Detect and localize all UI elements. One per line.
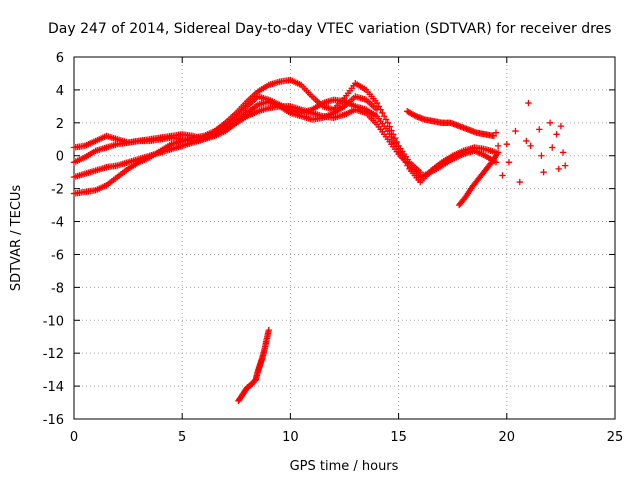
y-tick-label: -12 [43, 347, 64, 362]
data-point [505, 159, 513, 166]
x-tick-label: 15 [390, 430, 407, 445]
x-tick-label: 10 [282, 430, 299, 445]
data-point [503, 141, 510, 148]
data-point [512, 127, 519, 135]
y-tick-label: -16 [43, 413, 64, 428]
data-point [373, 106, 381, 113]
data-point [411, 112, 418, 119]
data-point [494, 142, 502, 150]
data-point [375, 103, 382, 110]
x-tick-label: 25 [607, 430, 624, 445]
chart-points [70, 76, 569, 405]
series-track-g [235, 326, 272, 405]
x-tick-label: 0 [70, 430, 78, 445]
data-point [555, 165, 562, 173]
series-track-d [70, 93, 381, 166]
y-tick-label: -2 [51, 183, 64, 198]
data-point [549, 144, 556, 151]
data-point [540, 168, 547, 176]
y-tick-label: 6 [56, 51, 64, 66]
data-point [559, 149, 567, 156]
data-point [494, 149, 502, 156]
data-point [523, 137, 530, 145]
data-point [536, 126, 543, 133]
data-point [388, 127, 395, 134]
series-track-f [455, 149, 502, 209]
y-tick-label: -8 [51, 281, 64, 296]
y-tick-label: 2 [56, 117, 64, 132]
data-point [490, 132, 498, 140]
data-point [391, 134, 399, 142]
data-point [546, 119, 554, 127]
data-point [557, 122, 565, 130]
x-axis-title: GPS time / hours [290, 459, 399, 474]
y-tick-label: 4 [56, 84, 64, 99]
data-point [525, 99, 532, 107]
y-tick-label: -10 [43, 314, 64, 329]
chart-title: Day 247 of 2014, Sidereal Day-to-day VTE… [48, 21, 611, 37]
data-point [516, 178, 523, 186]
data-point [393, 138, 400, 146]
data-point [492, 129, 500, 136]
data-point [382, 116, 390, 123]
x-tick-label: 5 [178, 430, 186, 445]
series-scatter-tail [492, 99, 569, 186]
data-point [553, 131, 560, 138]
data-point [499, 172, 506, 179]
data-point [379, 109, 386, 117]
series-track-b [70, 76, 424, 197]
data-point [386, 123, 393, 130]
data-point [527, 142, 534, 150]
x-tick-label: 20 [499, 430, 516, 445]
chart-grid [74, 57, 615, 419]
data-point [389, 131, 397, 138]
data-point [538, 152, 545, 159]
series-track-e [404, 108, 498, 140]
y-tick-label: -6 [51, 248, 64, 263]
data-point [373, 99, 381, 107]
y-axis-title: SDTVAR / TECUs [9, 185, 24, 292]
data-point [562, 162, 569, 169]
y-tick-label: 0 [56, 150, 64, 165]
data-point [384, 119, 391, 127]
y-tick-label: -14 [43, 380, 64, 395]
data-point [380, 113, 388, 120]
y-tick-label: -4 [51, 216, 64, 231]
plot-frame [73, 56, 616, 420]
data-point [265, 326, 272, 334]
